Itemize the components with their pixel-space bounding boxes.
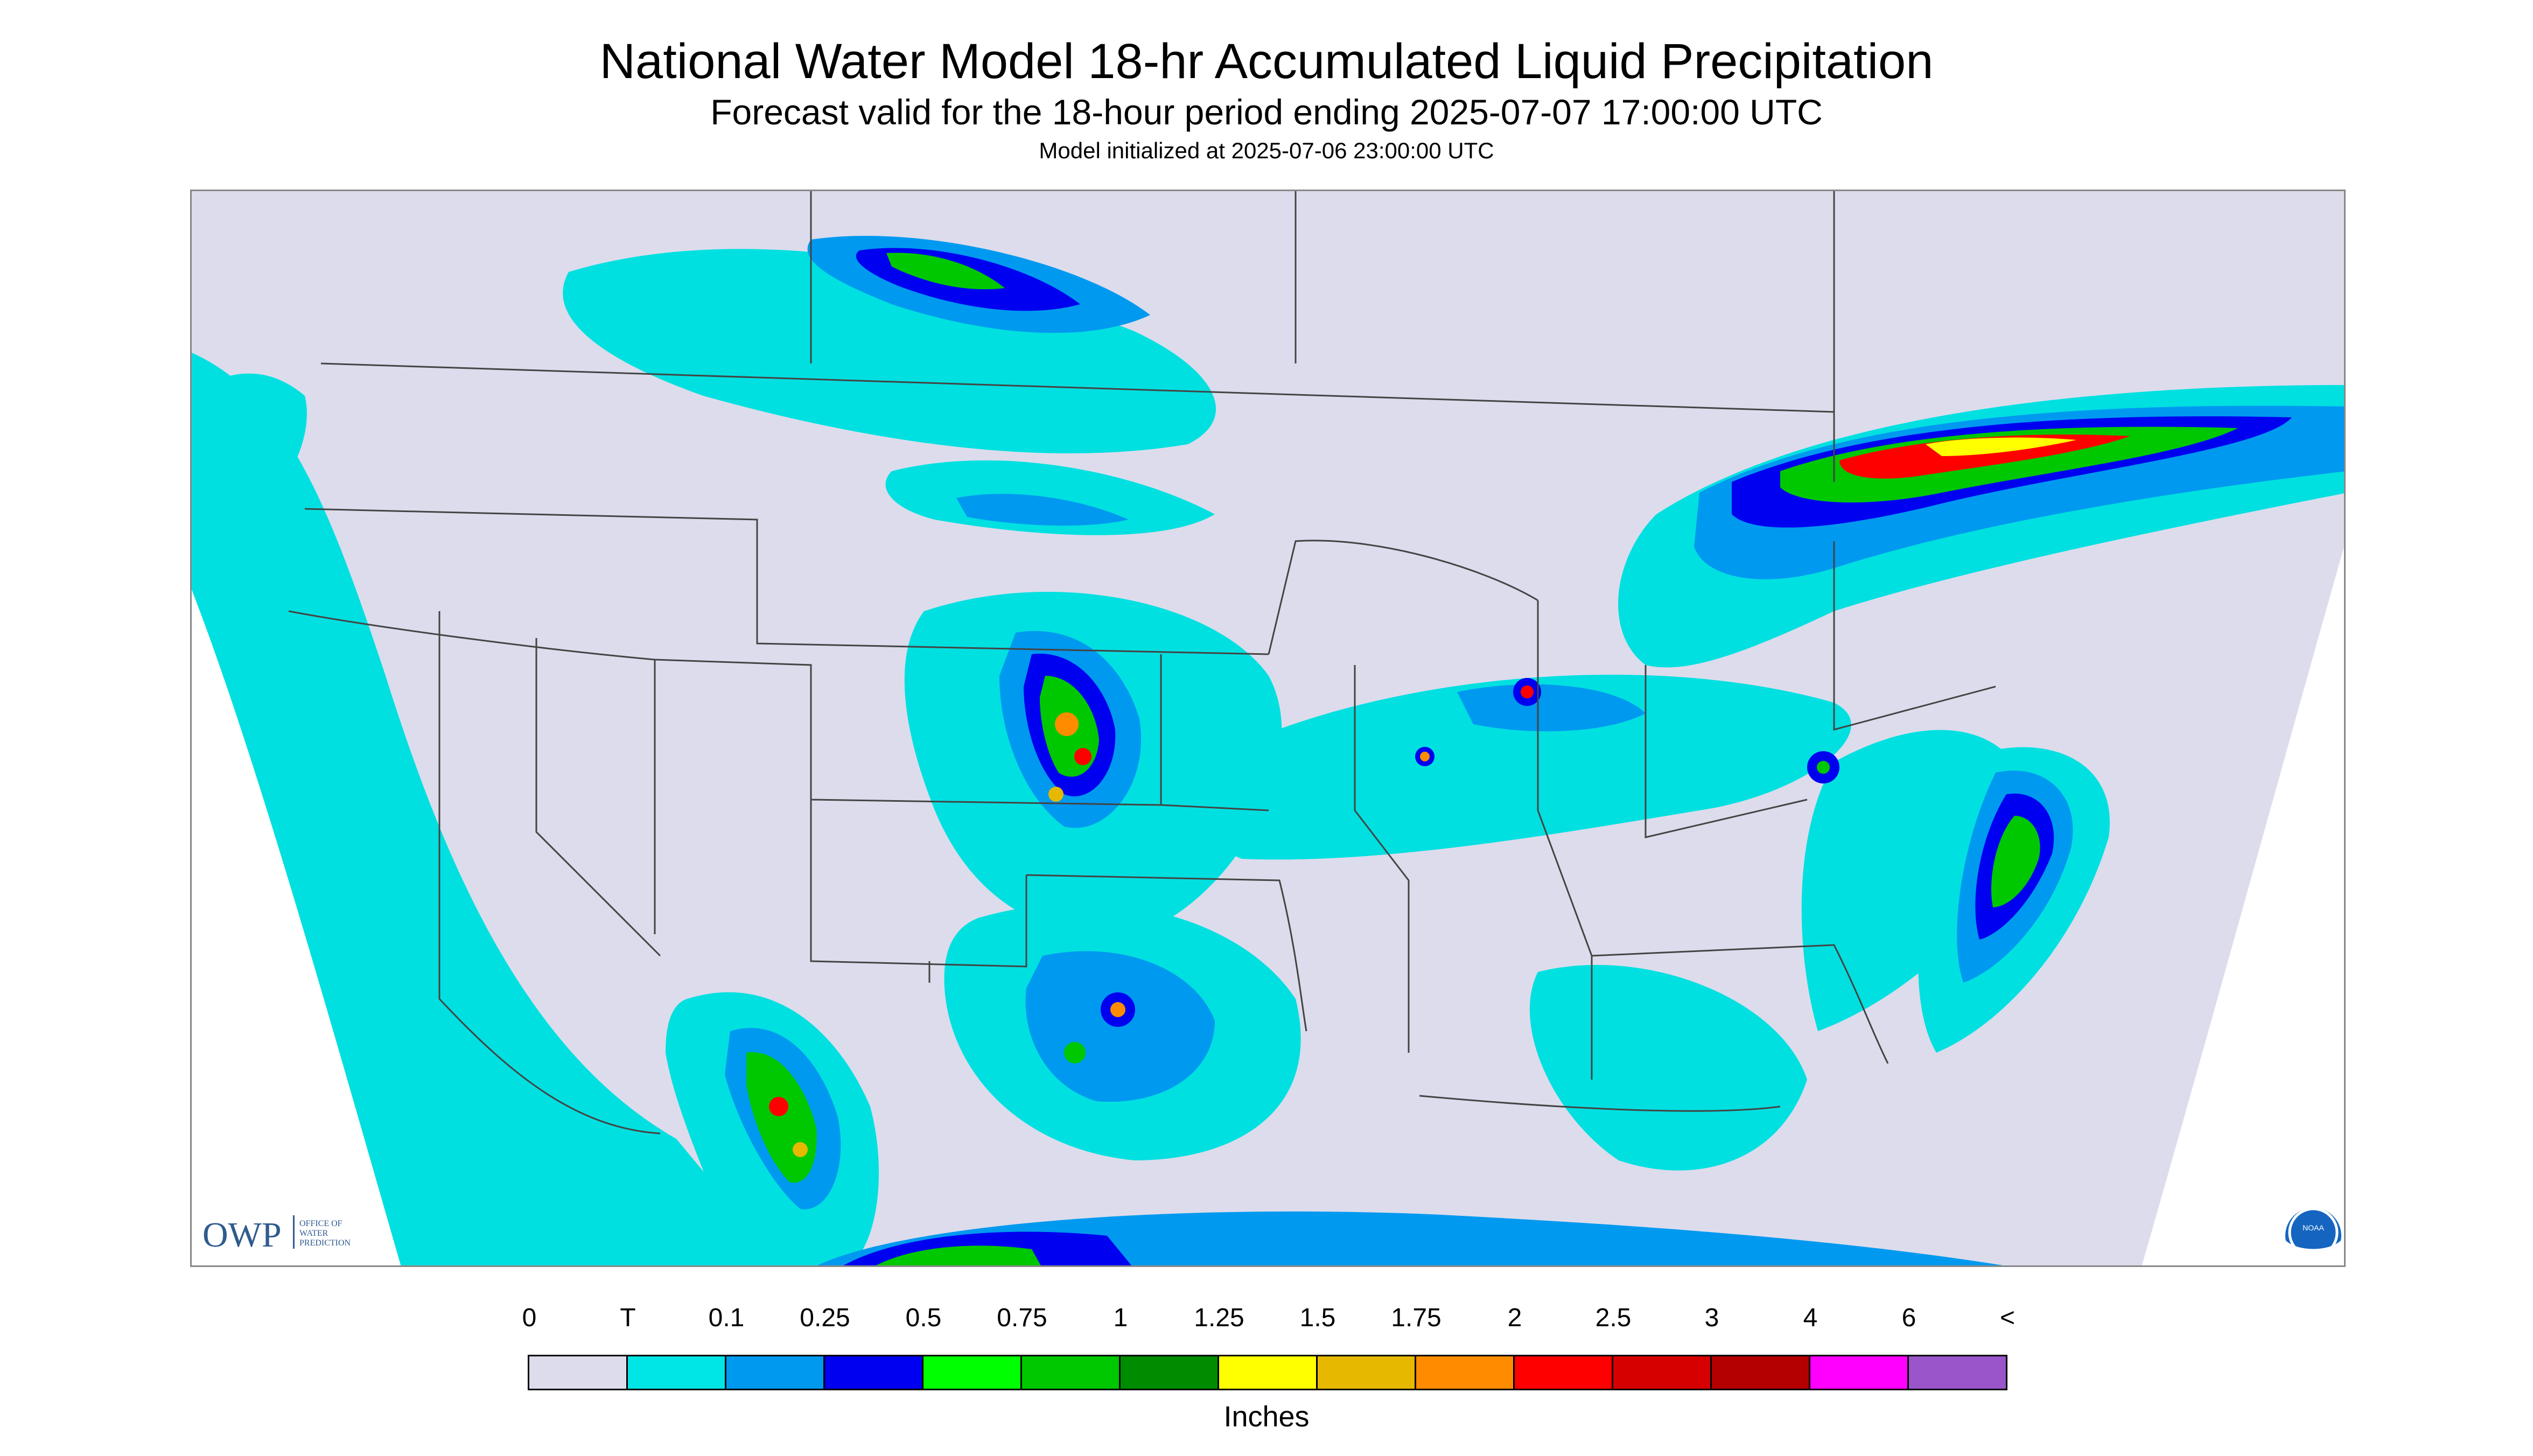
legend-swatch xyxy=(726,1356,825,1389)
legend-swatch xyxy=(1022,1356,1121,1389)
legend-swatch xyxy=(1810,1356,1909,1389)
pacific-trace-band xyxy=(192,353,784,1265)
legend-tick-label: T xyxy=(620,1304,636,1332)
map-subtitle: Forecast valid for the 18-hour period en… xyxy=(710,92,1823,132)
legend-swatch xyxy=(1219,1356,1318,1389)
legend-swatch xyxy=(1515,1356,1613,1389)
noaa-logo: NOAA xyxy=(2285,1207,2341,1265)
owp-logo: OWP OFFICE OF WATER PREDICTION xyxy=(202,1215,351,1255)
legend-tick-label: 2 xyxy=(1507,1304,1522,1332)
legend-swatch xyxy=(529,1356,628,1389)
legend-tick-label: 1.25 xyxy=(1194,1304,1244,1332)
map-canvas: OWP OFFICE OF WATER PREDICTION NOAA xyxy=(192,191,2344,1265)
init-time-note: Model initialized at 2025-07-06 23:00:00… xyxy=(1039,138,1494,163)
legend-swatch xyxy=(1613,1356,1712,1389)
precipitation-map: OWP OFFICE OF WATER PREDICTION NOAA xyxy=(190,190,2346,1267)
saskatchewan-heavy xyxy=(886,253,1005,290)
pnw-trace xyxy=(192,373,307,536)
legend-tick-label: < xyxy=(1999,1304,2016,1332)
southeast-trace xyxy=(1529,964,1807,1171)
legend-tick-label: 1.5 xyxy=(1299,1304,1336,1332)
legend-tick-label: 4 xyxy=(1803,1304,1818,1332)
legend-swatch xyxy=(825,1356,923,1389)
legend-tick-label: 6 xyxy=(1901,1304,1916,1332)
legend-color-bar xyxy=(528,1355,2007,1390)
northern-plains-trace xyxy=(563,249,1216,453)
svg-text:WATER: WATER xyxy=(299,1229,328,1238)
svg-text:OFFICE OF: OFFICE OF xyxy=(299,1219,342,1228)
legend-swatch xyxy=(628,1356,726,1389)
legend-tick-label: 2.5 xyxy=(1595,1304,1632,1332)
legend-swatch xyxy=(1712,1356,1810,1389)
legend-swatch xyxy=(1416,1356,1515,1389)
legend-tick-label: 0.1 xyxy=(708,1304,745,1332)
quebec-heavy-core xyxy=(1839,435,2130,479)
legend-swatch xyxy=(1121,1356,1219,1389)
legend-tick-label: 0.5 xyxy=(905,1304,942,1332)
legend-swatch xyxy=(1909,1356,2006,1389)
legend-swatch xyxy=(923,1356,1022,1389)
svg-text:PREDICTION: PREDICTION xyxy=(299,1238,351,1248)
legend-tick-label: 0.25 xyxy=(800,1304,850,1332)
legend-units-label: Inches xyxy=(1223,1401,1310,1433)
ohio-valley-trace xyxy=(1194,674,1851,860)
owp-logo-mark: OWP xyxy=(202,1215,282,1255)
legend-tick-label: 1 xyxy=(1113,1304,1128,1332)
map-title: National Water Model 18-hr Accumulated L… xyxy=(599,34,1934,89)
legend-swatch xyxy=(1318,1356,1416,1389)
legend-tick-label: 3 xyxy=(1704,1304,1719,1332)
legend-tick-label: 1.75 xyxy=(1391,1304,1442,1332)
noaa-logo-text: NOAA xyxy=(2303,1223,2324,1232)
political-boundaries xyxy=(288,191,1996,1135)
legend-tick-label: 0 xyxy=(522,1304,537,1332)
legend-tick-label: 0.75 xyxy=(997,1304,1047,1332)
